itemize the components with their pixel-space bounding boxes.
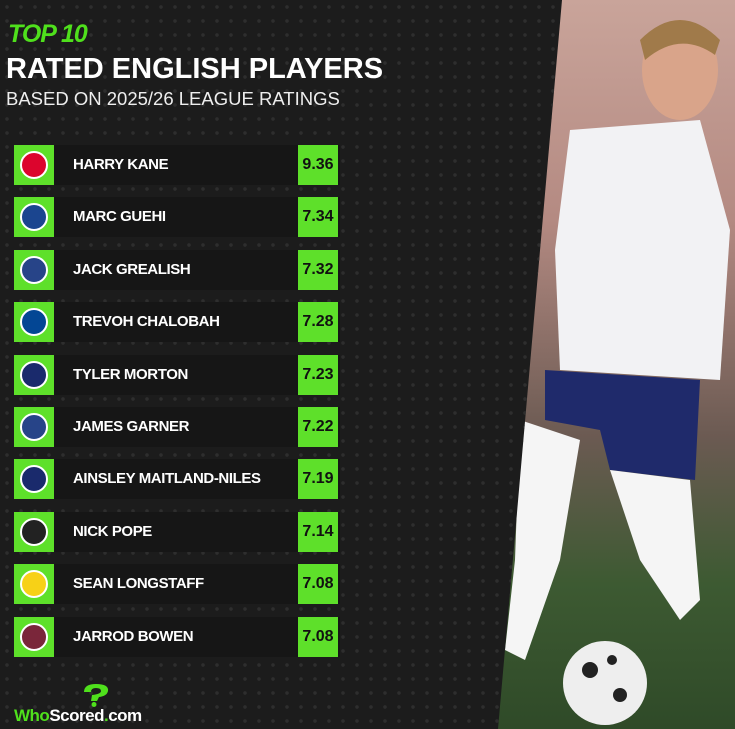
player-name: AINSLEY MAITLAND-NILES xyxy=(73,470,261,488)
club-badge xyxy=(14,302,54,343)
lyon-crest-icon xyxy=(20,360,48,389)
everton-crest-icon xyxy=(20,413,48,441)
player-row: NICK POPE 7.14 xyxy=(14,511,340,552)
club-badge xyxy=(14,407,54,447)
player-rating: 7.34 xyxy=(298,197,338,238)
club-badge xyxy=(14,197,54,238)
player-row: TYLER MORTON 7.23 xyxy=(14,354,340,395)
player-name: JACK GREALISH xyxy=(73,260,191,278)
page-subtitle: BASED ON 2025/26 LEAGUE RATINGS xyxy=(6,88,340,109)
player-row: JARROD BOWEN 7.08 xyxy=(14,616,340,657)
club-badge xyxy=(14,249,54,290)
club-badge xyxy=(14,616,54,657)
everton-crest-icon xyxy=(20,255,48,284)
leeds-crest-icon xyxy=(20,570,48,599)
top-label: TOP 10 xyxy=(8,20,88,48)
club-badge xyxy=(14,564,54,605)
lyon-crest-icon xyxy=(20,465,48,494)
club-badge xyxy=(14,511,54,552)
chelsea-crest-icon xyxy=(20,308,48,337)
page-title: RATED ENGLISH PLAYERS xyxy=(6,53,384,85)
player-rating: 7.22 xyxy=(298,407,338,447)
player-name: JARROD BOWEN xyxy=(73,627,194,645)
player-rating: 9.36 xyxy=(298,145,338,185)
bayern-munich-crest-icon xyxy=(20,151,48,179)
player-name: TREVOH CHALOBAH xyxy=(73,313,220,331)
player-row: AINSLEY MAITLAND-NILES 7.19 xyxy=(14,459,340,500)
player-name: MARC GUEHI xyxy=(73,208,166,226)
player-name: JAMES GARNER xyxy=(73,418,190,435)
player-name: TYLER MORTON xyxy=(73,365,188,383)
player-name: HARRY KANE xyxy=(73,156,169,173)
player-row: TREVOH CHALOBAH 7.28 xyxy=(14,302,340,343)
player-name: SEAN LONGSTAFF xyxy=(73,575,204,593)
newcastle-crest-icon xyxy=(20,517,48,546)
club-badge xyxy=(14,354,54,395)
crystal-palace-crest-icon xyxy=(20,203,48,232)
whoscored-logo: WhoScored.com xyxy=(14,706,142,725)
club-badge xyxy=(14,145,54,185)
player-rating: 7.23 xyxy=(298,354,338,395)
player-row: JACK GREALISH 7.32 xyxy=(14,249,340,290)
player-row: MARC GUEHI 7.34 xyxy=(14,197,340,238)
player-rating: 7.08 xyxy=(298,564,338,605)
player-rating: 7.19 xyxy=(298,459,338,500)
question-mark-icon xyxy=(84,684,109,707)
club-badge xyxy=(14,459,54,500)
west-ham-crest-icon xyxy=(20,622,48,651)
player-rating: 7.14 xyxy=(298,511,338,552)
player-row: HARRY KANE 9.36 xyxy=(14,145,340,185)
player-rating: 7.08 xyxy=(298,616,338,657)
player-name: NICK POPE xyxy=(73,522,152,540)
player-row: SEAN LONGSTAFF 7.08 xyxy=(14,564,340,605)
player-rating: 7.32 xyxy=(298,249,338,290)
player-rating: 7.28 xyxy=(298,302,338,343)
player-row: JAMES GARNER 7.22 xyxy=(14,407,340,447)
